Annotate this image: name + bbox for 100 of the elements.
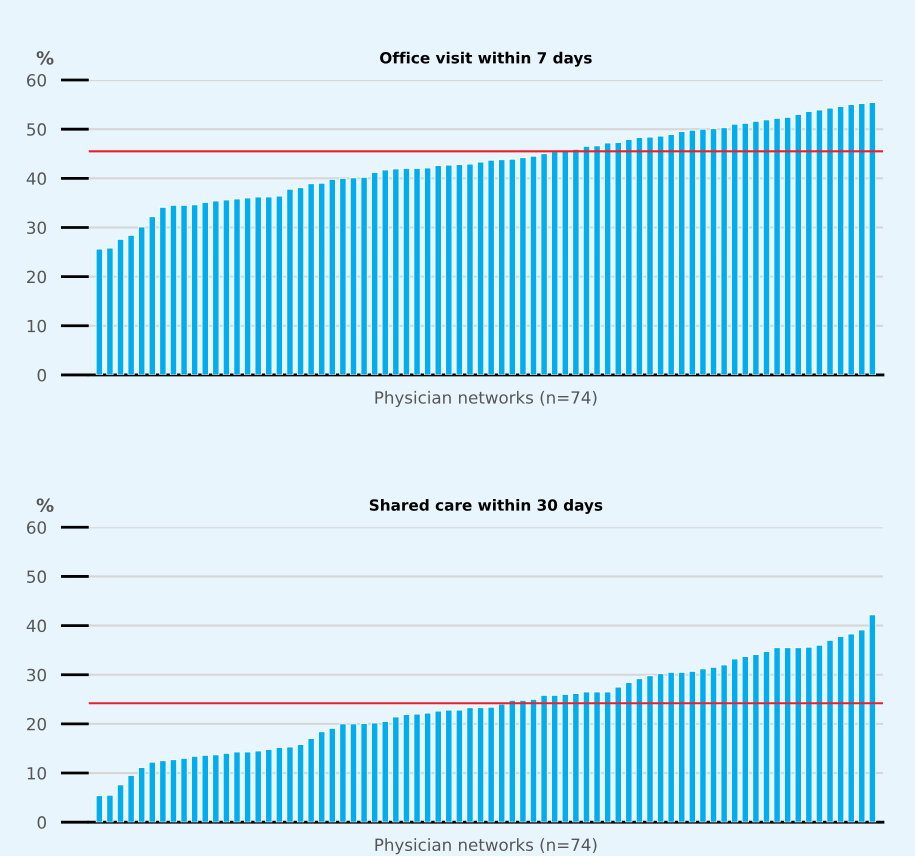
bar bbox=[614, 142, 622, 375]
bar bbox=[339, 178, 346, 375]
bar bbox=[498, 159, 506, 375]
bar bbox=[794, 647, 802, 822]
bar bbox=[445, 710, 452, 822]
bar bbox=[710, 128, 718, 375]
bar bbox=[371, 722, 378, 822]
bar bbox=[794, 114, 802, 375]
bar bbox=[138, 226, 146, 375]
bar bbox=[562, 694, 569, 822]
bar bbox=[106, 248, 114, 375]
bar bbox=[868, 614, 876, 822]
bar bbox=[148, 216, 156, 375]
bar bbox=[699, 668, 707, 822]
bar bbox=[413, 168, 421, 375]
bar bbox=[656, 673, 664, 822]
bar bbox=[710, 666, 718, 822]
bar bbox=[656, 136, 664, 375]
bar bbox=[180, 758, 188, 822]
bar bbox=[805, 646, 812, 822]
bar bbox=[519, 700, 527, 822]
bar bbox=[551, 151, 558, 375]
bar bbox=[350, 177, 358, 375]
bar bbox=[572, 693, 580, 822]
chart-title: Office visit within 7 days bbox=[380, 52, 592, 67]
bar bbox=[339, 723, 346, 822]
bar bbox=[508, 700, 516, 822]
bar bbox=[265, 749, 272, 822]
bar bbox=[222, 752, 230, 822]
bar bbox=[530, 698, 538, 822]
bar bbox=[498, 704, 506, 822]
bar bbox=[116, 238, 124, 375]
bar bbox=[233, 198, 241, 375]
y-tick-label: 30 bbox=[27, 668, 46, 682]
bar bbox=[328, 728, 336, 822]
bar bbox=[826, 108, 834, 375]
bar bbox=[720, 664, 728, 822]
bar bbox=[688, 130, 696, 375]
bar bbox=[816, 644, 824, 822]
bar bbox=[636, 678, 644, 822]
bar bbox=[731, 124, 738, 375]
bar bbox=[646, 675, 654, 822]
bar bbox=[668, 672, 675, 822]
bar bbox=[392, 716, 400, 822]
x-axis-title: Physician networks (n=74) bbox=[375, 390, 596, 408]
bar bbox=[752, 120, 760, 375]
bar bbox=[434, 710, 442, 822]
bar bbox=[476, 707, 484, 822]
bar bbox=[180, 204, 188, 375]
bar bbox=[476, 162, 484, 375]
y-axis-title: % bbox=[36, 51, 54, 65]
y-tick-label: 50 bbox=[27, 570, 46, 584]
bar bbox=[593, 692, 601, 822]
bar bbox=[784, 647, 792, 822]
bar bbox=[265, 196, 272, 375]
bar bbox=[191, 204, 198, 375]
bar bbox=[519, 157, 527, 375]
y-tick-label: 50 bbox=[27, 123, 46, 136]
bar bbox=[508, 158, 516, 375]
y-tick-label: 0 bbox=[38, 816, 46, 829]
bar bbox=[382, 170, 389, 375]
bar bbox=[456, 710, 463, 822]
bar bbox=[276, 196, 283, 375]
bar bbox=[762, 651, 770, 822]
y-tick-label: 60 bbox=[27, 521, 46, 534]
bar bbox=[96, 795, 103, 822]
bar bbox=[604, 142, 612, 375]
x-axis-title: Physician networks (n=74) bbox=[375, 838, 596, 854]
bar bbox=[244, 751, 252, 822]
y-tick-label: 20 bbox=[27, 270, 46, 284]
bar bbox=[636, 137, 644, 375]
bar bbox=[816, 110, 824, 375]
bar bbox=[392, 168, 400, 375]
bar bbox=[350, 723, 358, 822]
y-tick-label: 30 bbox=[27, 221, 46, 234]
y-tick-label: 0 bbox=[38, 368, 46, 382]
bar bbox=[562, 150, 569, 375]
bar bbox=[424, 712, 432, 822]
bar bbox=[424, 168, 432, 375]
bar bbox=[212, 754, 220, 822]
bar bbox=[540, 694, 548, 822]
bar bbox=[434, 165, 442, 375]
bar bbox=[308, 183, 315, 375]
bar bbox=[784, 116, 792, 375]
bar bbox=[170, 204, 178, 375]
bar bbox=[858, 630, 866, 822]
y-axis-title: % bbox=[36, 498, 54, 512]
bar bbox=[286, 188, 294, 375]
y-tick-label: 10 bbox=[28, 767, 46, 780]
bar bbox=[456, 164, 463, 375]
bar bbox=[222, 200, 230, 375]
bar bbox=[720, 127, 728, 375]
bar bbox=[742, 122, 749, 375]
bar bbox=[582, 146, 590, 375]
bar bbox=[488, 706, 495, 822]
bar bbox=[413, 714, 421, 822]
bar bbox=[678, 131, 686, 375]
y-tick-label: 60 bbox=[27, 74, 46, 87]
bar bbox=[614, 686, 622, 822]
bar bbox=[699, 128, 707, 375]
